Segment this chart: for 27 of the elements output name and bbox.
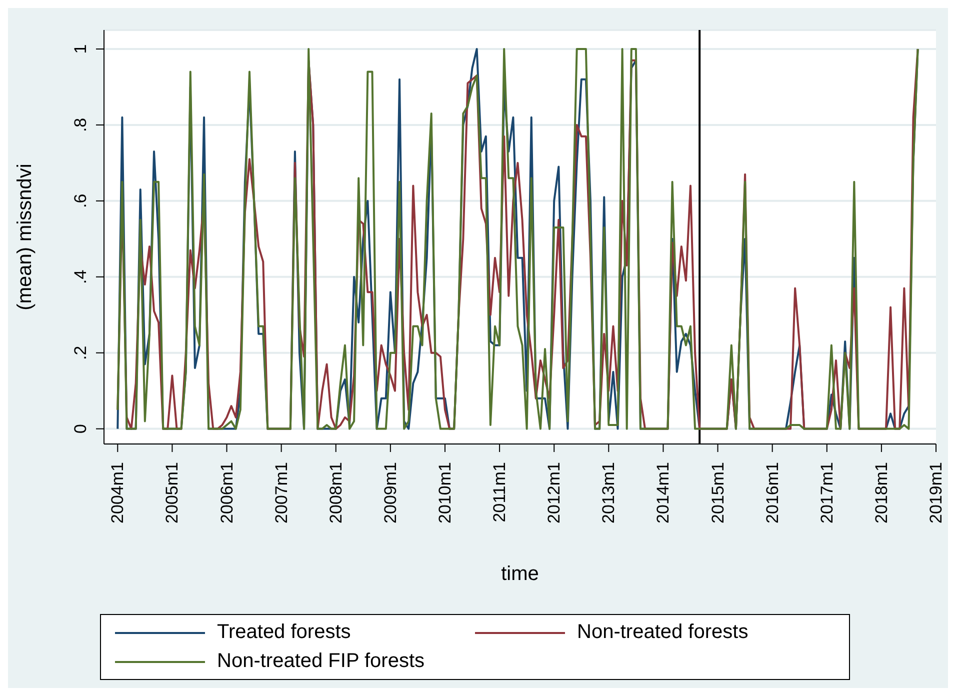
x-tick-label: 2007m1 xyxy=(272,462,291,524)
legend-label: Treated forests xyxy=(217,621,351,644)
legend-label: Non-treated FIP forests xyxy=(217,650,424,673)
x-tick-label: 2004m1 xyxy=(108,462,128,524)
x-tick-label: 2012m1 xyxy=(544,462,564,524)
x-tick-label: 2008m1 xyxy=(326,462,346,524)
y-tick-label: .2 xyxy=(71,346,90,360)
x-tick-label: 2016m1 xyxy=(762,462,782,524)
y-tick-label: .6 xyxy=(71,194,90,208)
x-tick-label: 2017m1 xyxy=(817,462,836,524)
x-tick-label: 2019m1 xyxy=(926,462,946,524)
y-axis-title: (mean) missndvi xyxy=(14,164,36,310)
y-tick-label: 0 xyxy=(71,424,90,434)
x-tick-label: 2014m1 xyxy=(654,462,673,524)
y-tick-label: 1 xyxy=(71,44,90,54)
x-tick-label: 2018m1 xyxy=(872,462,891,524)
y-tick-label: .4 xyxy=(71,270,90,284)
y-tick-label: .8 xyxy=(71,118,90,132)
x-axis-title: time xyxy=(501,563,539,585)
x-tick-label: 2015m1 xyxy=(708,462,728,524)
x-tick-label: 2010m1 xyxy=(435,462,454,524)
x-tick-label: 2005m1 xyxy=(162,462,182,524)
legend-label: Non-treated forests xyxy=(577,621,748,644)
x-tick-label: 2011m1 xyxy=(490,462,510,522)
x-tick-label: 2006m1 xyxy=(217,462,236,524)
x-tick-label: 2009m1 xyxy=(380,462,400,524)
x-tick-label: 2013m1 xyxy=(599,462,618,524)
